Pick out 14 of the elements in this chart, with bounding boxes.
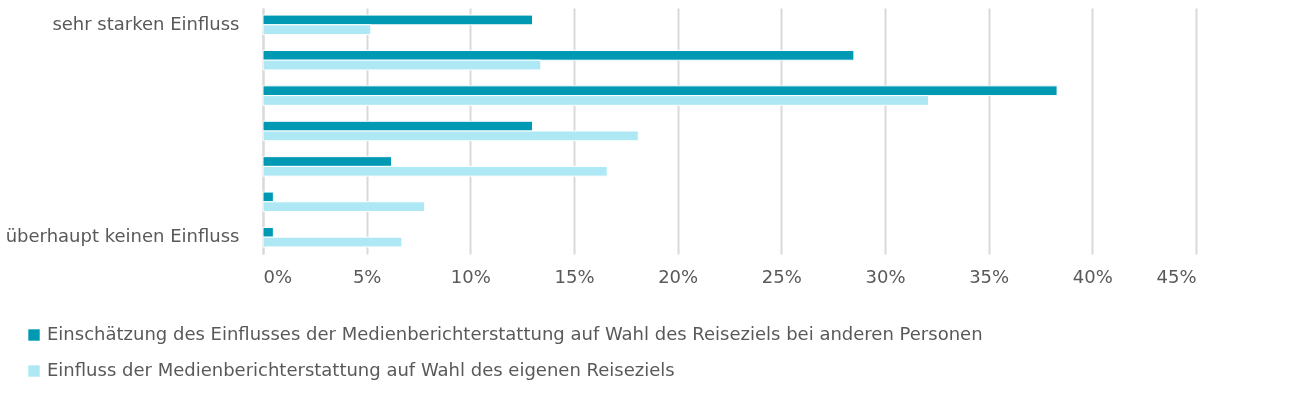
x-tick-label: 25% (761, 265, 802, 287)
x-tick-label: 15% (554, 265, 595, 287)
legend-label: Einfluss der Medienberichterstattung auf Wahl des eigenen Reiseziels (47, 359, 675, 380)
x-tick-label: 45% (1156, 265, 1197, 287)
x-tick-label: 10% (450, 265, 491, 287)
x-tick-label: 35% (969, 265, 1010, 287)
legend-label: Einschätzung des Einflusses der Medienberichterstattung auf Wahl des Reiseziels bei anderen Personen (47, 323, 983, 344)
x-tick-label: 5% (352, 265, 382, 287)
y-tick-label: sehr starken Einfluss (52, 12, 240, 34)
x-tick-label: 0% (263, 265, 293, 287)
x-tick-label: 40% (1072, 265, 1113, 287)
y-tick-label: überhaupt keinen Einfluss (5, 225, 240, 247)
x-tick-label: 20% (658, 265, 699, 287)
x-tick-label: 30% (865, 265, 906, 287)
